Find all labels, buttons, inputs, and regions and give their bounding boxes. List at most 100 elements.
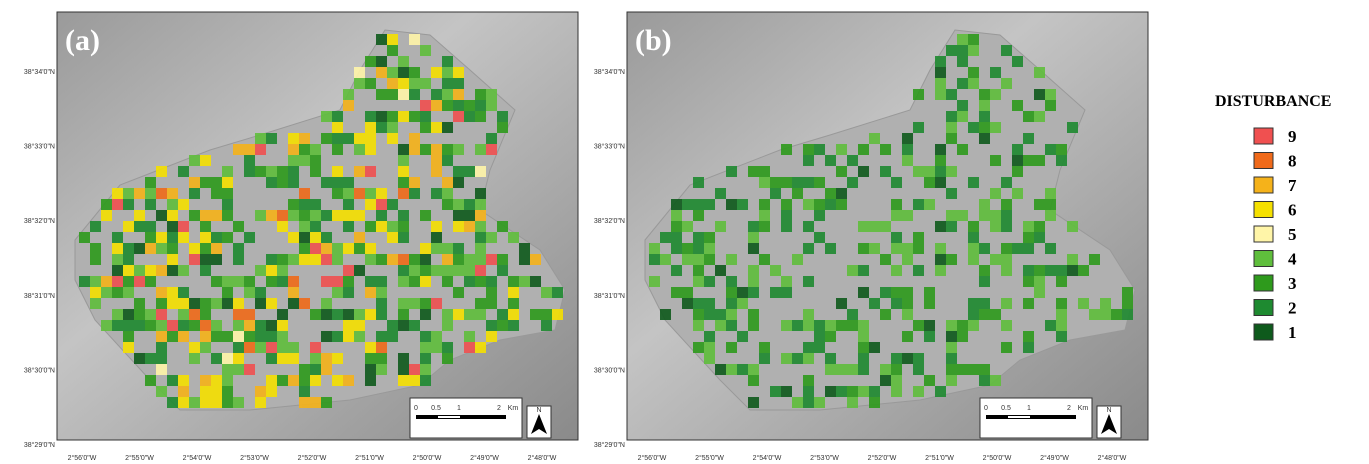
disturbance-cell [398, 276, 409, 287]
disturbance-cell [123, 243, 134, 254]
longitude-label: 2°55'0"W [695, 454, 724, 462]
disturbance-cell [541, 309, 552, 320]
disturbance-cell [792, 353, 803, 364]
disturbance-cell [101, 210, 112, 221]
disturbance-cell [979, 133, 990, 144]
disturbance-cell [990, 67, 1001, 78]
disturbance-cell [233, 309, 244, 320]
disturbance-cell [968, 45, 979, 56]
disturbance-cell [1045, 188, 1056, 199]
disturbance-cell [409, 298, 420, 309]
disturbance-cell [266, 342, 277, 353]
disturbance-cell [475, 89, 486, 100]
disturbance-cell [814, 397, 825, 408]
disturbance-cell [924, 331, 935, 342]
disturbance-cell [475, 243, 486, 254]
disturbance-cell [660, 309, 671, 320]
disturbance-cell [1012, 56, 1023, 67]
disturbance-cell [409, 364, 420, 375]
disturbance-cell [1001, 45, 1012, 56]
disturbance-cell [332, 210, 343, 221]
disturbance-cell [946, 166, 957, 177]
disturbance-cell [847, 177, 858, 188]
disturbance-cell [277, 221, 288, 232]
disturbance-cell [398, 320, 409, 331]
disturbance-cell [200, 386, 211, 397]
disturbance-cell [343, 221, 354, 232]
disturbance-cell [398, 221, 409, 232]
disturbance-cell [1023, 111, 1034, 122]
disturbance-cell [398, 89, 409, 100]
disturbance-cell [277, 265, 288, 276]
disturbance-cell [398, 298, 409, 309]
disturbance-cell [508, 309, 519, 320]
disturbance-cell [376, 188, 387, 199]
disturbance-cell [748, 276, 759, 287]
disturbance-cell [387, 199, 398, 210]
disturbance-cell [814, 210, 825, 221]
disturbance-cell [134, 210, 145, 221]
disturbance-cell [409, 67, 420, 78]
disturbance-cell [990, 155, 1001, 166]
disturbance-cell [453, 287, 464, 298]
disturbance-cell [759, 221, 770, 232]
disturbance-cell [464, 342, 475, 353]
disturbance-cell [814, 199, 825, 210]
disturbance-cell [858, 221, 869, 232]
disturbance-cell [420, 265, 431, 276]
disturbance-cell [123, 265, 134, 276]
disturbance-cell [442, 342, 453, 353]
disturbance-cell [222, 331, 233, 342]
disturbance-cell [825, 353, 836, 364]
disturbance-cell [1100, 298, 1111, 309]
disturbance-cell [803, 199, 814, 210]
disturbance-cell [365, 353, 376, 364]
disturbance-cell [682, 254, 693, 265]
disturbance-cell [420, 342, 431, 353]
disturbance-cell [693, 309, 704, 320]
disturbance-cell [1034, 276, 1045, 287]
disturbance-cell [354, 309, 365, 320]
legend-label: 7 [1288, 176, 1297, 195]
disturbance-cell [475, 232, 486, 243]
disturbance-cell [847, 320, 858, 331]
disturbance-cell [869, 342, 880, 353]
disturbance-cell [1023, 298, 1034, 309]
disturbance-cell [869, 221, 880, 232]
disturbance-cell [671, 243, 682, 254]
disturbance-cell [858, 386, 869, 397]
disturbance-cell [475, 254, 486, 265]
disturbance-cell [365, 375, 376, 386]
disturbance-cell [112, 276, 123, 287]
disturbance-cell [189, 320, 200, 331]
disturbance-cell [365, 276, 376, 287]
disturbance-cell [167, 188, 178, 199]
disturbance-cell [880, 309, 891, 320]
legend-label: 5 [1288, 225, 1297, 244]
disturbance-cell [178, 309, 189, 320]
disturbance-cell [343, 100, 354, 111]
disturbance-cell [913, 320, 924, 331]
disturbance-cell [979, 100, 990, 111]
disturbance-cell [737, 287, 748, 298]
legend-title: DISTURBANCE [1215, 93, 1331, 110]
disturbance-cell [726, 199, 737, 210]
disturbance-cell [167, 320, 178, 331]
disturbance-cell [222, 397, 233, 408]
disturbance-cell [442, 309, 453, 320]
disturbance-cell [1056, 144, 1067, 155]
disturbance-cell [486, 133, 497, 144]
disturbance-cell [726, 254, 737, 265]
disturbance-cell [990, 122, 1001, 133]
disturbance-cell [134, 265, 145, 276]
disturbance-cell [475, 210, 486, 221]
disturbance-cell [266, 331, 277, 342]
disturbance-cell [453, 265, 464, 276]
scale-label: Km [1078, 405, 1089, 412]
disturbance-cell [935, 56, 946, 67]
disturbance-cell [486, 287, 497, 298]
disturbance-cell [693, 232, 704, 243]
disturbance-cell [299, 298, 310, 309]
disturbance-cell [277, 320, 288, 331]
disturbance-cell [354, 67, 365, 78]
